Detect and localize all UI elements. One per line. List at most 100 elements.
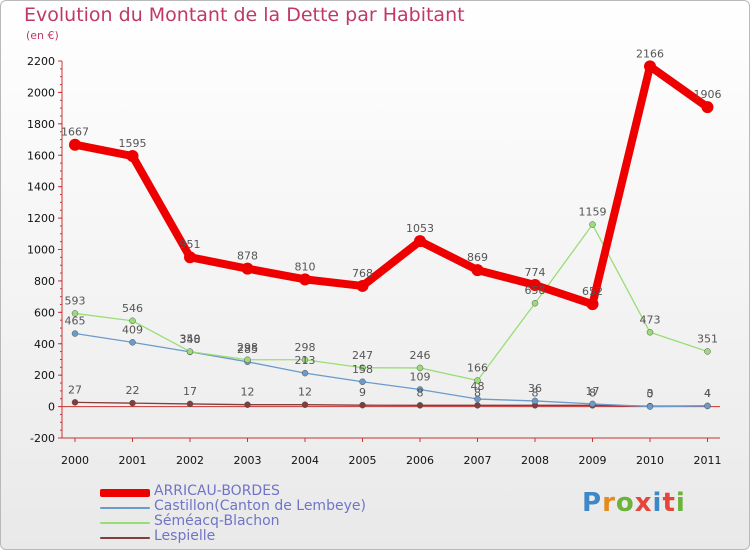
data-point [244, 356, 251, 364]
data-point [474, 395, 481, 403]
data-label: 1053 [406, 222, 434, 235]
logo-letter: o [615, 488, 635, 518]
data-label: 810 [295, 260, 316, 273]
x-tick-label: 2002 [176, 454, 204, 467]
proxiti-logo: Proxiti [582, 488, 686, 518]
x-tick-label: 2001 [119, 454, 147, 467]
data-point [359, 378, 366, 386]
series-line [74, 401, 709, 407]
line-chart: -200 0 200 400 600 800 1000 1200 1400 1600 1800 200… [27, 47, 722, 467]
data-point [301, 401, 309, 408]
data-point [474, 377, 481, 384]
data-label: 350 [180, 333, 201, 346]
data-label: 351 [697, 332, 718, 345]
y-tick-label: 1400 [27, 181, 55, 194]
logo-letter: P [582, 488, 603, 518]
x-tick-label: 2005 [349, 454, 377, 467]
data-point [126, 150, 139, 163]
data-label: 109 [410, 370, 431, 383]
legend-swatch [100, 537, 150, 539]
data-point [704, 402, 711, 410]
data-label: 8 [417, 386, 424, 399]
data-point [301, 369, 309, 377]
x-tick-label: 2007 [464, 454, 492, 467]
data-label: 36 [528, 382, 542, 395]
logo-letter: x [634, 488, 653, 518]
data-label: 1159 [579, 206, 607, 219]
data-label: 298 [237, 341, 258, 354]
data-point [416, 364, 424, 372]
legend-swatch [100, 489, 150, 497]
data-point [301, 356, 309, 364]
data-label: 951 [180, 238, 201, 251]
data-point [71, 330, 79, 337]
x-tick-label: 2011 [694, 454, 722, 467]
x-tick-label: 2008 [521, 454, 549, 467]
data-label: 17 [183, 385, 197, 398]
data-point [646, 403, 654, 410]
data-point [644, 60, 656, 73]
data-point [69, 138, 81, 151]
legend-label: Castillon(Canton de Lembeye) [154, 498, 366, 514]
data-point [184, 251, 196, 264]
data-label: 285 [237, 343, 258, 356]
data-label: 658 [525, 284, 546, 297]
data-point [241, 262, 254, 275]
series-line [74, 223, 709, 382]
logo-letter: i [652, 488, 663, 518]
y-tick-label: 1000 [27, 244, 55, 257]
y-tick-label: 400 [34, 338, 55, 351]
data-label: 9 [359, 386, 366, 399]
y-tick-label: 800 [34, 275, 55, 288]
data-label: 774 [525, 266, 546, 279]
y-tick-label: 2000 [27, 86, 55, 99]
series-line [71, 62, 712, 309]
data-label: 0 [647, 388, 654, 401]
x-tick-label: 2004 [291, 454, 319, 467]
data-label: 465 [65, 315, 86, 328]
data-label: 768 [352, 267, 373, 280]
data-label: 158 [352, 363, 373, 376]
data-label: 3 [647, 387, 654, 400]
legend-label: ARRICAU-BORDES [154, 483, 280, 499]
data-point [471, 264, 484, 277]
series-line [74, 332, 709, 408]
chart-title: Evolution du Montant de la Dette par Hab… [24, 4, 465, 26]
data-point [704, 348, 711, 355]
y-tick-label: 0 [48, 401, 55, 414]
data-label: 878 [237, 250, 258, 263]
data-point [529, 279, 541, 292]
data-point [129, 317, 136, 325]
data-label: 48 [471, 380, 485, 393]
data-point [416, 386, 424, 393]
data-label: 17 [586, 385, 600, 398]
legend-swatch [100, 507, 150, 509]
data-point [244, 401, 251, 408]
logo-letter: r [602, 488, 616, 518]
legend-label: Séméacq-Blachon [154, 513, 280, 529]
legend-label: Lespielle [154, 528, 216, 544]
data-label: 1906 [694, 88, 722, 101]
data-label: 409 [122, 323, 143, 336]
data-point [356, 279, 369, 292]
data-point [129, 339, 136, 346]
data-label: 213 [295, 354, 316, 367]
data-point [474, 402, 481, 409]
data-point [186, 400, 194, 408]
logo-letter: i [675, 488, 686, 518]
x-tick-label: 2006 [406, 454, 434, 467]
data-point [359, 364, 366, 372]
data-label: 12 [241, 386, 255, 399]
x-tick-label: 2009 [579, 454, 607, 467]
data-label: 473 [640, 313, 661, 326]
data-point [186, 348, 194, 355]
data-point [129, 399, 136, 407]
y-tick-label: 1200 [27, 212, 55, 225]
data-point [416, 402, 424, 409]
y-tick-label: -200 [30, 432, 55, 445]
data-point [414, 235, 426, 248]
y-tick-label: 1800 [27, 118, 55, 131]
y-tick-label: 600 [34, 306, 55, 319]
data-label: 348 [180, 333, 201, 346]
data-label: 4 [704, 387, 711, 400]
